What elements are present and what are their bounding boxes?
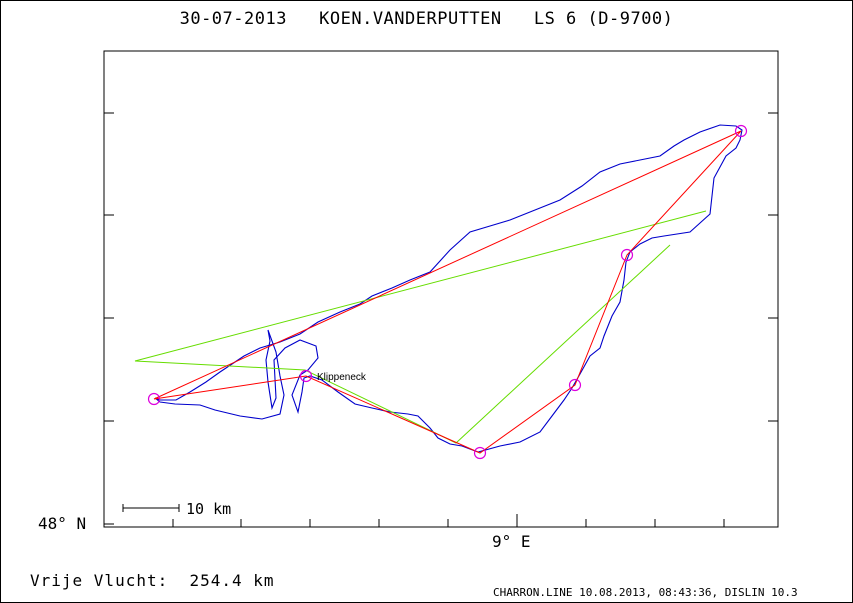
lat-ticks xyxy=(104,112,778,525)
takeoff-circle-icon xyxy=(299,369,313,383)
waypoint-label: Klippeneck xyxy=(317,372,366,383)
lon-ticks xyxy=(172,514,725,527)
turnpoint-circle-icon xyxy=(734,124,748,138)
optimized-legs xyxy=(134,210,707,444)
plot-border xyxy=(103,50,779,528)
turnpoint-circle-icon xyxy=(620,248,634,262)
footer-text: CHARRON.LINE 10.08.2013, 08:43:36, DISLI… xyxy=(493,586,798,599)
scale-bar xyxy=(122,504,180,512)
turnpoint-markers xyxy=(147,124,748,460)
flight-title: 30-07-2013 KOEN.VANDERPUTTEN LS 6 (D-970… xyxy=(179,9,674,29)
task-legs xyxy=(153,130,742,454)
turnpoint-circle-icon xyxy=(568,378,582,392)
turnpoint-circle-icon xyxy=(147,392,161,406)
turnpoint-circle-icon xyxy=(473,446,487,460)
scale-label: 10 km xyxy=(186,500,232,518)
distance-text: Vrije Vlucht: 254.4 km xyxy=(30,571,275,590)
latitude-label: 48° N xyxy=(38,514,87,533)
gps-track xyxy=(154,124,743,453)
longitude-label: 9° E xyxy=(492,532,531,551)
